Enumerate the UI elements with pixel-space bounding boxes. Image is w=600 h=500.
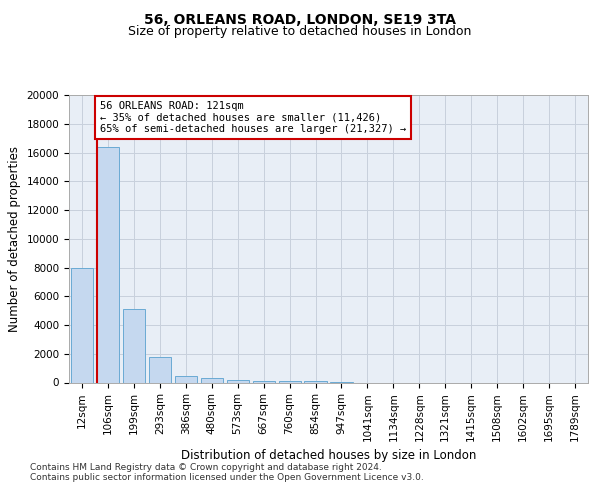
Text: Size of property relative to detached houses in London: Size of property relative to detached ho…	[128, 25, 472, 38]
Bar	[97, 147, 119, 382]
Text: 56 ORLEANS ROAD: 121sqm
← 35% of detached houses are smaller (11,426)
65% of sem: 56 ORLEANS ROAD: 121sqm ← 35% of detache…	[100, 101, 406, 134]
Bar	[253, 380, 275, 382]
Bar	[149, 356, 171, 382]
Bar	[123, 309, 145, 382]
Bar	[278, 381, 301, 382]
Text: Contains HM Land Registry data © Crown copyright and database right 2024.
Contai: Contains HM Land Registry data © Crown c…	[30, 462, 424, 482]
Bar	[200, 378, 223, 382]
Bar	[71, 268, 93, 382]
Bar	[175, 376, 197, 382]
X-axis label: Distribution of detached houses by size in London: Distribution of detached houses by size …	[181, 450, 476, 462]
Text: 56, ORLEANS ROAD, LONDON, SE19 3TA: 56, ORLEANS ROAD, LONDON, SE19 3TA	[144, 12, 456, 26]
Y-axis label: Number of detached properties: Number of detached properties	[8, 146, 21, 332]
Bar	[227, 380, 249, 382]
